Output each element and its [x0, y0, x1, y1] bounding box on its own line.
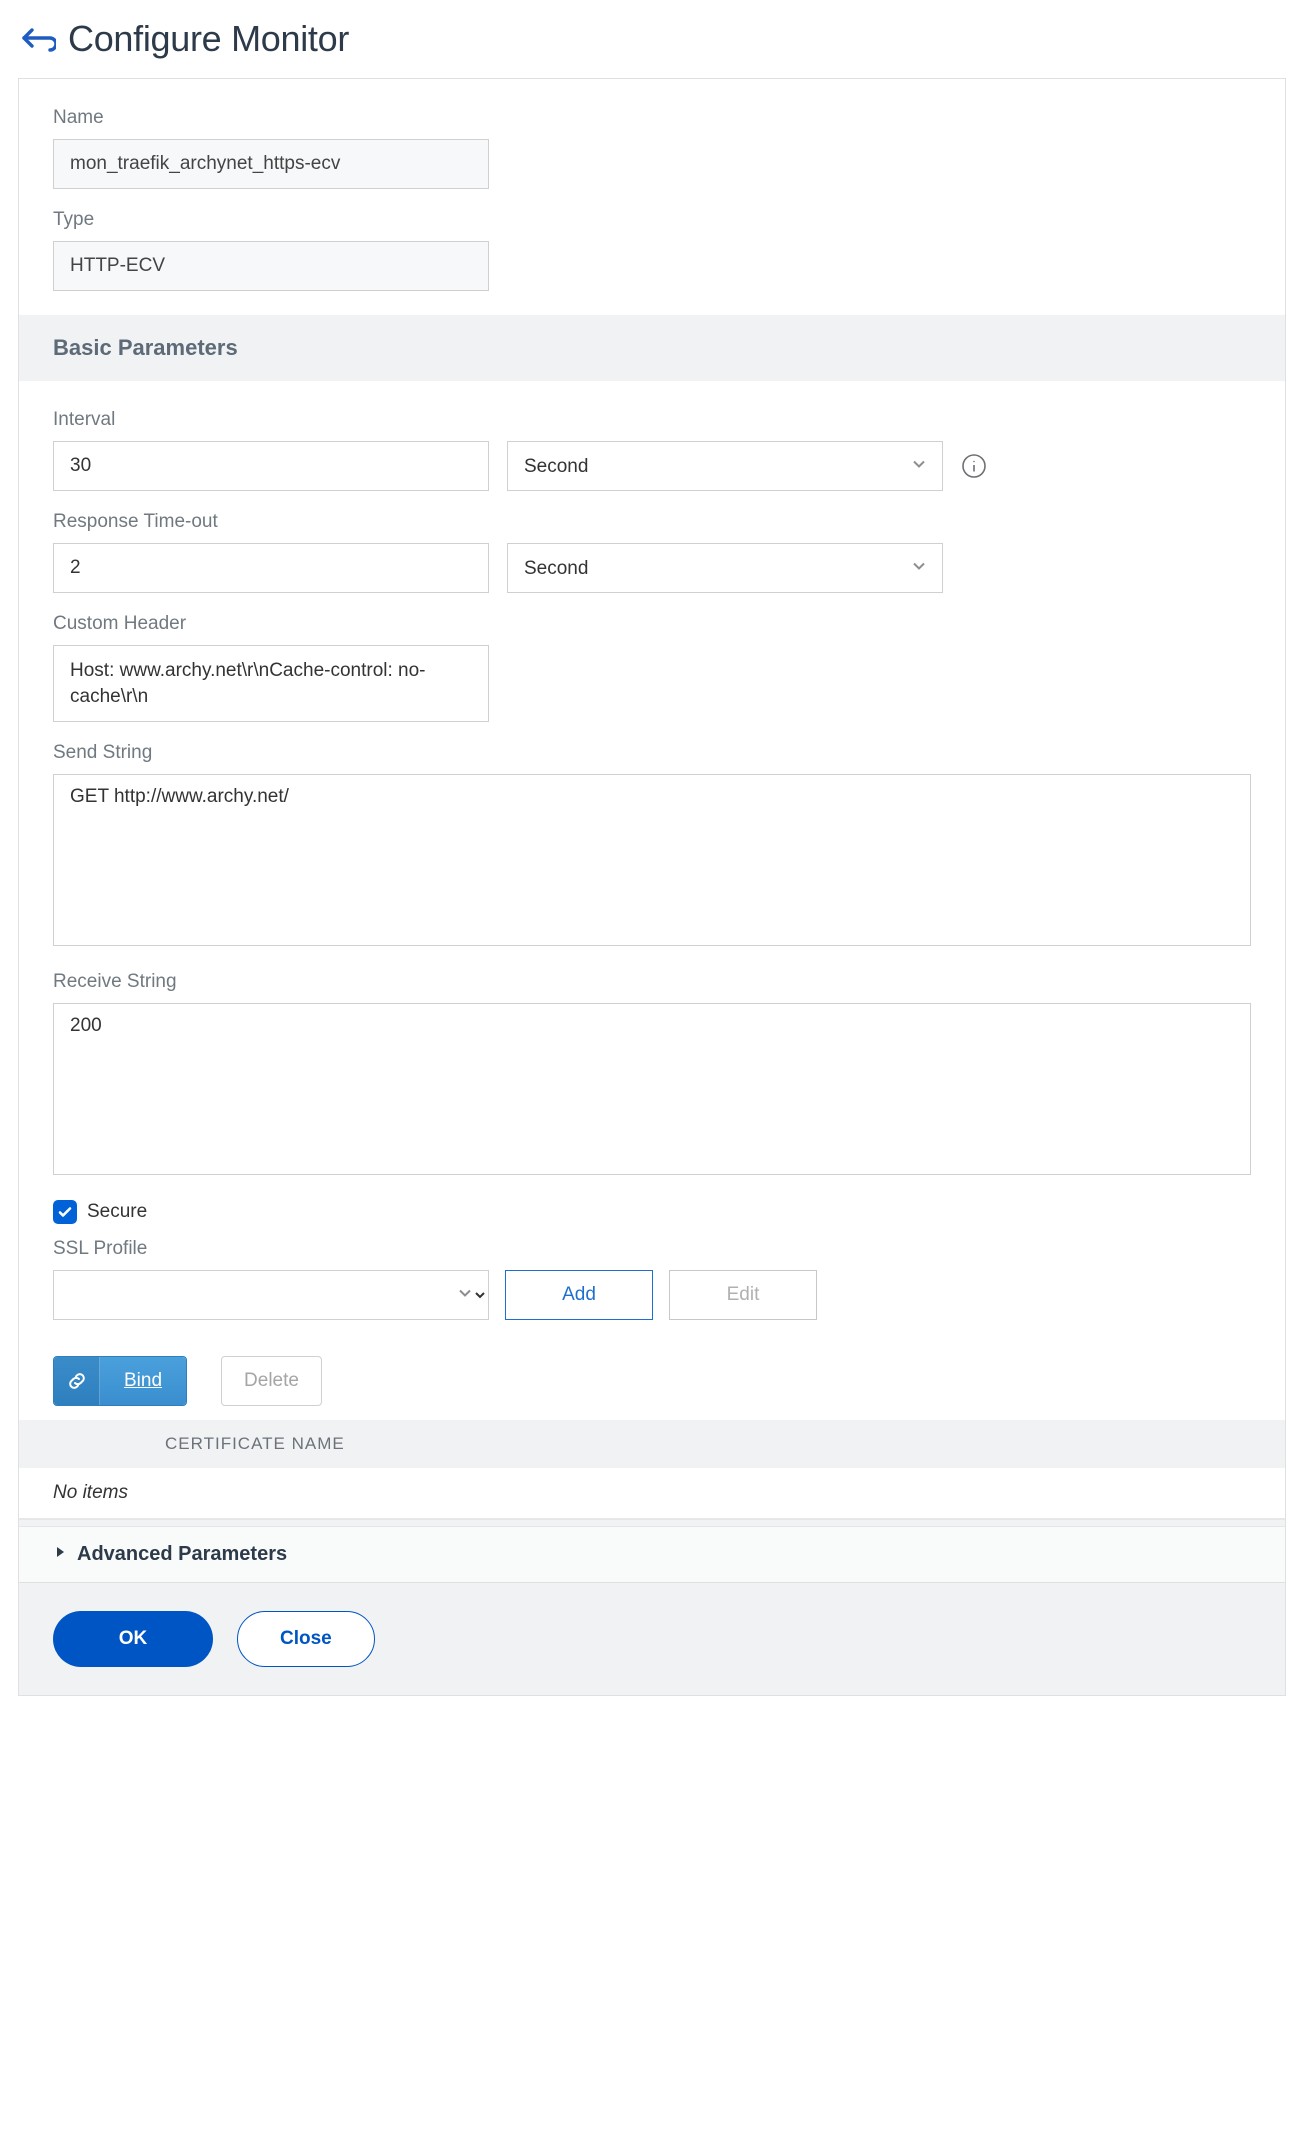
interval-label: Interval	[53, 409, 1251, 431]
ssl-add-button[interactable]: Add	[505, 1270, 653, 1320]
bind-button[interactable]: Bind	[53, 1356, 187, 1406]
bind-button-label: Bind	[100, 1357, 186, 1405]
info-icon[interactable]	[961, 453, 987, 479]
interval-input[interactable]	[53, 441, 489, 491]
certificate-table-empty: No items	[19, 1468, 1285, 1519]
delete-button: Delete	[221, 1356, 322, 1406]
ssl-profile-select[interactable]	[53, 1270, 489, 1320]
link-icon	[54, 1357, 100, 1405]
response-timeout-label: Response Time-out	[53, 511, 1251, 533]
ssl-profile-label: SSL Profile	[53, 1238, 1251, 1260]
send-string-textarea[interactable]: GET http://www.archy.net/	[53, 774, 1251, 946]
page-title: Configure Monitor	[68, 18, 349, 60]
secure-checkbox[interactable]	[53, 1200, 77, 1224]
receive-string-label: Receive String	[53, 971, 1251, 993]
ok-button[interactable]: OK	[53, 1611, 213, 1667]
type-label: Type	[53, 209, 1251, 231]
back-arrow-icon[interactable]	[20, 24, 56, 54]
caret-right-icon	[53, 1545, 67, 1564]
name-label: Name	[53, 107, 1251, 129]
send-string-label: Send String	[53, 742, 1251, 764]
name-input	[53, 139, 489, 189]
custom-header-label: Custom Header	[53, 613, 1251, 635]
advanced-parameters-toggle[interactable]: Advanced Parameters	[19, 1527, 1285, 1583]
response-timeout-unit-select[interactable]: Second	[507, 543, 943, 593]
interval-unit-select[interactable]: Second	[507, 441, 943, 491]
basic-parameters-header: Basic Parameters	[19, 315, 1285, 381]
receive-string-textarea[interactable]: 200	[53, 1003, 1251, 1175]
ssl-edit-button: Edit	[669, 1270, 817, 1320]
type-input	[53, 241, 489, 291]
advanced-parameters-label: Advanced Parameters	[77, 1543, 287, 1566]
secure-label: Secure	[87, 1201, 147, 1223]
response-timeout-input[interactable]	[53, 543, 489, 593]
certificate-name-column-header: CERTIFICATE NAME	[19, 1420, 1285, 1468]
custom-header-input[interactable]: Host: www.archy.net\r\nCache-control: no…	[53, 645, 489, 722]
close-button[interactable]: Close	[237, 1611, 375, 1667]
